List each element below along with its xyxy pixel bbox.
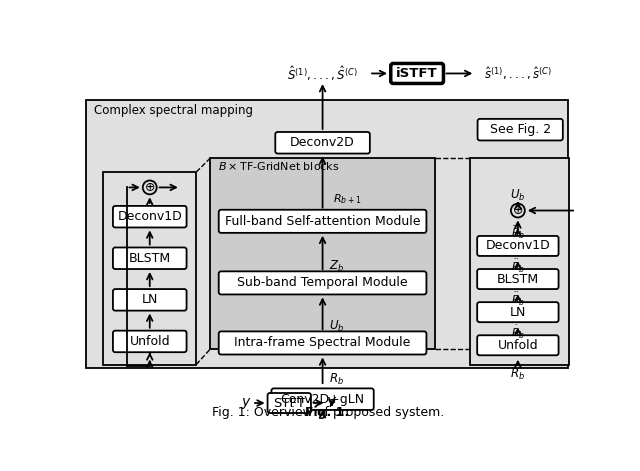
- Text: $y$: $y$: [241, 396, 252, 411]
- Text: Full-band Self-attention Module: Full-band Self-attention Module: [225, 215, 420, 228]
- Text: $B\times$TF-GridNet blocks: $B\times$TF-GridNet blocks: [218, 160, 340, 172]
- FancyBboxPatch shape: [477, 335, 559, 355]
- Text: LN: LN: [141, 293, 158, 306]
- FancyBboxPatch shape: [268, 393, 311, 413]
- FancyBboxPatch shape: [470, 158, 569, 365]
- Text: Conv2D+gLN: Conv2D+gLN: [280, 393, 365, 406]
- Text: $Y$: $Y$: [326, 396, 337, 410]
- Text: Deconv1D: Deconv1D: [117, 210, 182, 223]
- FancyBboxPatch shape: [219, 332, 426, 355]
- FancyBboxPatch shape: [219, 210, 426, 233]
- Text: $\hat{s}^{(1)}, ..., \hat{s}^{(C)}$: $\hat{s}^{(1)}, ..., \hat{s}^{(C)}$: [484, 65, 552, 82]
- Text: STFT: STFT: [273, 397, 305, 409]
- FancyBboxPatch shape: [86, 100, 568, 368]
- FancyBboxPatch shape: [271, 389, 374, 410]
- Text: Fig. 1: Overview of proposed system.: Fig. 1: Overview of proposed system.: [212, 406, 444, 419]
- Text: Deconv2D: Deconv2D: [290, 136, 355, 149]
- Text: $\oplus$: $\oplus$: [512, 204, 524, 217]
- Text: LN: LN: [509, 306, 526, 319]
- FancyBboxPatch shape: [113, 331, 187, 352]
- Text: Unfold: Unfold: [497, 339, 538, 352]
- Text: $\dddot{R}_b$: $\dddot{R}_b$: [511, 224, 525, 242]
- Text: Complex spectral mapping: Complex spectral mapping: [94, 104, 253, 117]
- FancyBboxPatch shape: [113, 289, 187, 310]
- FancyBboxPatch shape: [391, 64, 444, 83]
- FancyBboxPatch shape: [477, 302, 559, 322]
- Text: BLSTM: BLSTM: [497, 273, 539, 285]
- Text: Fig. 1:: Fig. 1:: [305, 406, 349, 419]
- FancyBboxPatch shape: [103, 172, 196, 365]
- Text: $\ddot{R}_b$: $\ddot{R}_b$: [511, 291, 525, 308]
- Text: $\ddot{R}_b$: $\ddot{R}_b$: [511, 258, 525, 275]
- Text: Intra-frame Spectral Module: Intra-frame Spectral Module: [234, 336, 411, 349]
- FancyBboxPatch shape: [113, 206, 187, 227]
- FancyBboxPatch shape: [210, 158, 435, 349]
- Text: $R_{b+1}$: $R_{b+1}$: [333, 192, 362, 206]
- FancyBboxPatch shape: [477, 269, 559, 289]
- Text: $R_b$: $R_b$: [510, 367, 525, 382]
- Text: $U_b$: $U_b$: [510, 187, 525, 203]
- FancyBboxPatch shape: [113, 247, 187, 269]
- FancyBboxPatch shape: [275, 132, 370, 154]
- Text: Unfold: Unfold: [129, 335, 170, 348]
- Text: iSTFT: iSTFT: [396, 67, 438, 80]
- Text: $R_b$: $R_b$: [329, 373, 344, 388]
- FancyBboxPatch shape: [219, 271, 426, 294]
- Text: Deconv1D: Deconv1D: [486, 239, 550, 252]
- Text: BLSTM: BLSTM: [129, 252, 171, 265]
- Text: $\dot{R}_b$: $\dot{R}_b$: [511, 324, 525, 341]
- Text: See Fig. 2: See Fig. 2: [490, 123, 551, 136]
- Text: $Z_b$: $Z_b$: [329, 259, 344, 274]
- FancyBboxPatch shape: [477, 236, 559, 256]
- Text: $\hat{S}^{(1)}, ..., \hat{S}^{(C)}$: $\hat{S}^{(1)}, ..., \hat{S}^{(C)}$: [287, 64, 358, 83]
- Text: $U_b$: $U_b$: [329, 318, 344, 333]
- Text: Sub-band Temporal Module: Sub-band Temporal Module: [237, 276, 408, 289]
- FancyBboxPatch shape: [477, 119, 563, 140]
- Text: $\oplus$: $\oplus$: [144, 181, 156, 194]
